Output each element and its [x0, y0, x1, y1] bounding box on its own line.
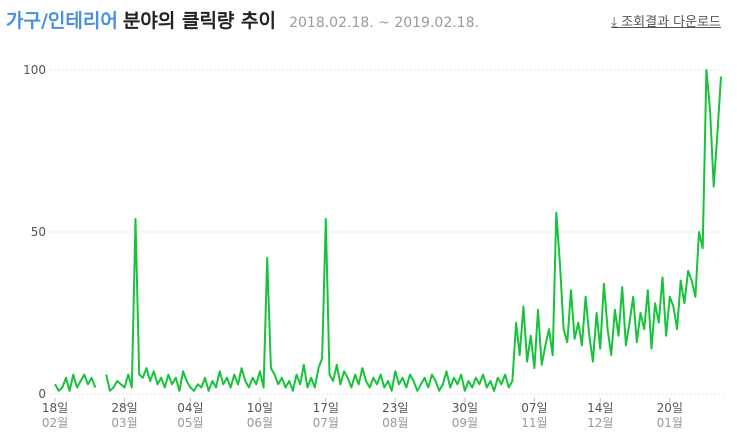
data-line — [105, 69, 722, 392]
x-tick-sublabel: 03월 — [111, 416, 137, 430]
header: 가구/인테리어 분야의 클릭량 추이 2018.02.18. ~ 2019.02… — [6, 6, 479, 33]
x-tick-label: 04일 — [177, 401, 203, 415]
date-range: 2018.02.18. ~ 2019.02.18. — [289, 15, 479, 31]
download-icon: ⤓ — [611, 15, 618, 30]
x-tick-sublabel: 07월 — [313, 416, 339, 430]
x-tick-label: 18일 — [42, 401, 68, 415]
x-tick-label: 10일 — [247, 401, 273, 415]
x-tick-sublabel: 08월 — [382, 416, 408, 430]
x-tick-label: 07일 — [521, 401, 547, 415]
x-tick-sublabel: 05월 — [177, 416, 203, 430]
title-category: 가구/인테리어 — [6, 10, 118, 32]
x-tick-sublabel: 09월 — [452, 416, 478, 430]
download-link[interactable]: ⤓ 조회결과 다운로드 — [611, 11, 721, 30]
x-tick-sublabel: 12월 — [587, 416, 613, 430]
x-tick-sublabel: 01월 — [657, 416, 683, 430]
x-tick-label: 14일 — [587, 401, 613, 415]
x-tick-label: 30일 — [452, 401, 478, 415]
chart-title: 분야의 클릭량 추이 — [122, 10, 276, 32]
y-tick-label: 100 — [23, 63, 46, 77]
y-tick-label: 50 — [31, 225, 46, 239]
x-tick-label: 20일 — [657, 401, 683, 415]
y-tick-label: 0 — [38, 387, 46, 401]
x-tick-label: 23일 — [382, 401, 408, 415]
data-line — [54, 373, 97, 392]
x-tick-sublabel: 06월 — [247, 416, 273, 430]
x-tick-label: 28일 — [111, 401, 137, 415]
x-tick-sublabel: 02월 — [42, 416, 68, 430]
x-tick-label: 17일 — [313, 401, 339, 415]
x-tick-sublabel: 11월 — [521, 416, 547, 430]
download-label[interactable]: 조회결과 다운로드 — [621, 15, 721, 30]
